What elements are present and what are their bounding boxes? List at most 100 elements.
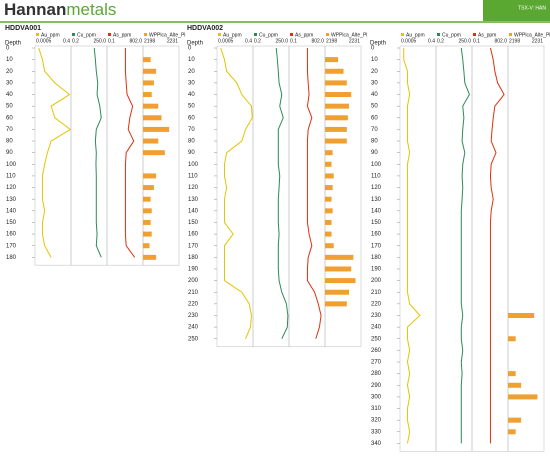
track-name: Au_ppm <box>406 32 425 38</box>
log-bar <box>325 219 332 225</box>
y-tick-label: 160 <box>371 232 382 238</box>
log-bar <box>143 115 162 121</box>
y-tick-label: 170 <box>371 243 382 249</box>
y-tick-label: 130 <box>371 197 382 203</box>
x-tick-label: 0.4 <box>63 38 70 44</box>
legend-swatch <box>401 33 404 36</box>
log-bar <box>143 103 159 109</box>
y-tick-label: 220 <box>188 301 199 307</box>
y-tick-label: 110 <box>6 174 16 180</box>
y-tick-label: 80 <box>6 139 13 145</box>
y-tick-label: 110 <box>371 174 381 180</box>
log-bar <box>325 208 333 214</box>
y-tick-label: 40 <box>6 92 13 98</box>
y-tick-label: 180 <box>188 255 199 261</box>
log-bar <box>325 103 349 109</box>
log-bar <box>143 92 152 98</box>
track-name: WPPlca_Alte_Pl <box>514 32 550 38</box>
y-tick-label: 290 <box>371 383 382 389</box>
y-tick-label: 80 <box>188 139 195 145</box>
log-bar <box>325 243 334 249</box>
log-trace <box>93 47 102 258</box>
x-tick-label: 0.0005 <box>36 38 52 44</box>
y-tick-label: 250 <box>371 336 382 342</box>
log-bar <box>325 278 356 284</box>
log-bar <box>325 231 332 237</box>
y-tick-label: 50 <box>6 104 13 110</box>
track-name: WPPlca_Alte_Pl <box>331 32 367 38</box>
y-tick-label: 310 <box>371 406 382 412</box>
track-name: WPPlca_Alte_Pl <box>149 32 185 38</box>
x-tick-label: 250.0 <box>275 38 288 44</box>
y-tick-label: 120 <box>6 185 17 191</box>
y-tick-label: 140 <box>6 208 17 214</box>
legend-swatch <box>36 33 39 36</box>
ticker: TSX-V: HAN <box>518 5 546 11</box>
y-tick-label: 50 <box>371 104 378 110</box>
y-tick-label: 260 <box>371 348 382 354</box>
y-tick-label: 300 <box>371 394 382 400</box>
track-name: Au_ppm <box>223 32 242 38</box>
x-tick-label: 2198 <box>326 38 337 44</box>
log-bar <box>143 208 152 214</box>
y-tick-label: 120 <box>188 185 199 191</box>
legend-swatch <box>254 33 257 36</box>
x-tick-label: 0.2 <box>437 38 444 44</box>
y-tick-label: 240 <box>188 325 199 331</box>
legend-swatch <box>218 33 221 36</box>
log-bar <box>325 126 347 132</box>
y-tick-label: 280 <box>371 371 382 377</box>
y-tick-label: 150 <box>371 220 382 226</box>
x-tick-label: 802.0 <box>129 38 142 44</box>
track-frame <box>142 45 180 266</box>
log-bar <box>325 57 339 63</box>
y-tick-label: 130 <box>188 197 199 203</box>
log-bar <box>143 138 159 144</box>
log-bar <box>325 115 348 121</box>
y-tick-label: 190 <box>188 267 199 273</box>
log-bar <box>508 336 516 342</box>
log-trace <box>306 48 322 339</box>
track-name: Cu_ppm <box>77 32 96 38</box>
x-tick-label: 0.1 <box>108 38 115 44</box>
log-bar <box>325 301 347 307</box>
y-tick-label: 160 <box>188 232 199 238</box>
y-tick-label: 40 <box>371 92 378 98</box>
y-tick-label: 140 <box>188 208 199 214</box>
track-name: Cu_ppm <box>442 32 461 38</box>
y-tick-label: 150 <box>6 220 17 226</box>
hole-title: HDDVA001 <box>5 25 41 32</box>
legend-swatch <box>473 33 476 36</box>
log-bar <box>143 196 151 202</box>
log-bar <box>143 185 154 191</box>
y-tick-label: 90 <box>188 150 195 156</box>
log-bar <box>508 429 516 435</box>
logo-main: Hannan <box>4 0 66 19</box>
track-name: Cu_ppm <box>259 32 278 38</box>
legend-swatch <box>72 33 75 36</box>
y-tick-label: 20 <box>188 69 195 75</box>
log-bar <box>143 68 157 74</box>
log-bar <box>325 254 354 260</box>
y-tick-label: 60 <box>371 115 378 121</box>
y-tick-label: 240 <box>371 325 382 331</box>
log-bar <box>325 266 352 272</box>
x-tick-label: 2198 <box>144 38 155 44</box>
y-tick-label: 30 <box>188 80 195 86</box>
y-tick-label: 200 <box>188 278 199 284</box>
legend-swatch <box>108 33 111 36</box>
log-bar <box>143 219 151 225</box>
log-bar <box>143 126 170 132</box>
legend-swatch <box>509 33 512 36</box>
log-bar <box>143 254 157 260</box>
y-tick-label: 0 <box>371 46 375 52</box>
y-tick-label: 10 <box>188 57 195 63</box>
y-axis-label: Depth <box>370 41 386 47</box>
y-tick-label: 20 <box>6 69 13 75</box>
y-tick-label: 100 <box>188 162 199 168</box>
y-tick-label: 140 <box>371 208 382 214</box>
y-tick-label: 0 <box>6 46 10 52</box>
y-tick-label: 220 <box>371 301 382 307</box>
y-tick-label: 130 <box>6 197 17 203</box>
log-bar <box>325 196 332 202</box>
